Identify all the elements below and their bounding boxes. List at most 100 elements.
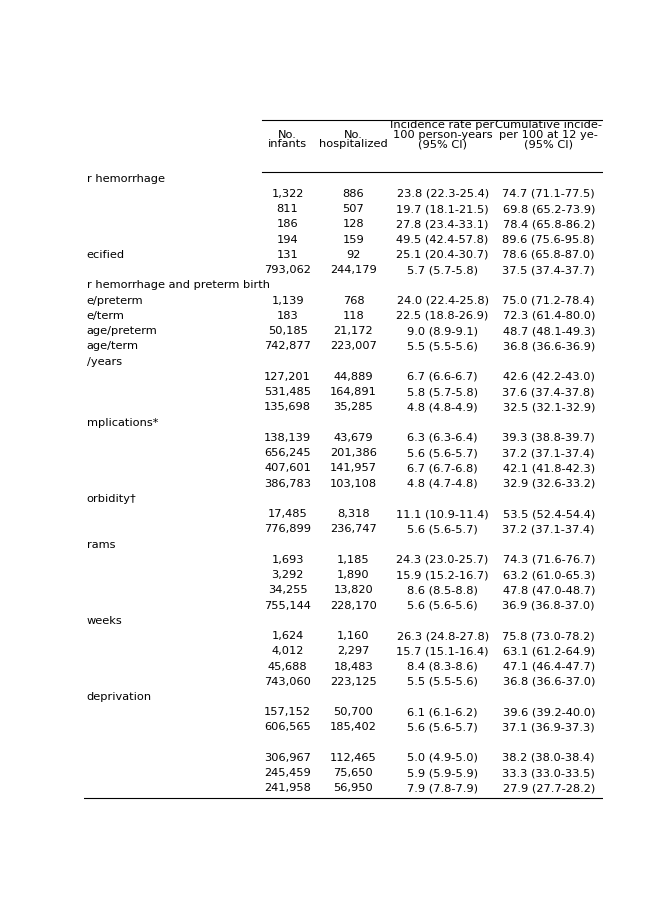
Text: 75.0 (71.2-78.4): 75.0 (71.2-78.4) xyxy=(502,296,595,306)
Text: ecified: ecified xyxy=(87,249,125,260)
Text: 135,698: 135,698 xyxy=(264,402,311,412)
Text: 17,485: 17,485 xyxy=(268,509,308,519)
Text: 7.9 (7.8-7.9): 7.9 (7.8-7.9) xyxy=(407,784,478,794)
Text: 63.1 (61.2-64.9): 63.1 (61.2-64.9) xyxy=(502,646,595,656)
Text: 18,483: 18,483 xyxy=(334,662,373,672)
Text: 5.6 (5.6-5.6): 5.6 (5.6-5.6) xyxy=(407,601,478,611)
Text: 39.6 (39.2-40.0): 39.6 (39.2-40.0) xyxy=(502,707,595,717)
Text: r hemorrhage and preterm birth: r hemorrhage and preterm birth xyxy=(87,280,270,290)
Text: 743,060: 743,060 xyxy=(264,676,311,687)
Text: e/preterm: e/preterm xyxy=(87,296,143,306)
Text: 50,700: 50,700 xyxy=(334,707,373,717)
Text: 5.8 (5.7-5.8): 5.8 (5.7-5.8) xyxy=(407,387,478,397)
Text: 13,820: 13,820 xyxy=(334,585,373,595)
Text: 793,062: 793,062 xyxy=(264,265,311,275)
Text: 38.2 (38.0-38.4): 38.2 (38.0-38.4) xyxy=(502,753,595,763)
Text: 223,125: 223,125 xyxy=(330,676,377,687)
Text: /years: /years xyxy=(87,357,122,367)
Text: 19.7 (18.1-21.5): 19.7 (18.1-21.5) xyxy=(396,204,489,214)
Text: 24.0 (22.4-25.8): 24.0 (22.4-25.8) xyxy=(397,296,488,306)
Text: 33.3 (33.0-33.5): 33.3 (33.0-33.5) xyxy=(502,768,595,778)
Text: 8.4 (8.3-8.6): 8.4 (8.3-8.6) xyxy=(407,662,478,672)
Text: 37.2 (37.1-37.4): 37.2 (37.1-37.4) xyxy=(502,448,595,458)
Text: 112,465: 112,465 xyxy=(330,753,377,763)
Text: 131: 131 xyxy=(277,249,298,260)
Text: 223,007: 223,007 xyxy=(330,341,377,351)
Text: 47.8 (47.0-48.7): 47.8 (47.0-48.7) xyxy=(502,585,595,595)
Text: 50,185: 50,185 xyxy=(267,326,308,336)
Text: 75.8 (73.0-78.2): 75.8 (73.0-78.2) xyxy=(502,631,595,641)
Text: 164,891: 164,891 xyxy=(330,387,377,397)
Text: 48.7 (48.1-49.3): 48.7 (48.1-49.3) xyxy=(502,326,595,336)
Text: 37.2 (37.1-37.4): 37.2 (37.1-37.4) xyxy=(502,524,595,534)
Text: 241,958: 241,958 xyxy=(264,784,311,794)
Text: 32.5 (32.1-32.9): 32.5 (32.1-32.9) xyxy=(502,402,595,412)
Text: 74.3 (71.6-76.7): 74.3 (71.6-76.7) xyxy=(502,554,595,565)
Text: 157,152: 157,152 xyxy=(264,707,311,717)
Text: 5.6 (5.6-5.7): 5.6 (5.6-5.7) xyxy=(407,448,478,458)
Text: 25.1 (20.4-30.7): 25.1 (20.4-30.7) xyxy=(397,249,488,260)
Text: 103,108: 103,108 xyxy=(330,479,377,489)
Text: 4.8 (4.8-4.9): 4.8 (4.8-4.9) xyxy=(407,402,478,412)
Text: 1,185: 1,185 xyxy=(337,554,370,565)
Text: 100 person-years: 100 person-years xyxy=(393,129,492,140)
Text: per 100 at 12 ye-: per 100 at 12 ye- xyxy=(499,129,598,140)
Text: 34,255: 34,255 xyxy=(268,585,308,595)
Text: 194: 194 xyxy=(277,235,298,245)
Text: 8.6 (8.5-8.8): 8.6 (8.5-8.8) xyxy=(407,585,478,595)
Text: 531,485: 531,485 xyxy=(264,387,311,397)
Text: 92: 92 xyxy=(346,249,360,260)
Text: 69.8 (65.2-73.9): 69.8 (65.2-73.9) xyxy=(502,204,595,214)
Text: 37.1 (36.9-37.3): 37.1 (36.9-37.3) xyxy=(502,723,595,733)
Text: 26.3 (24.8-27.8): 26.3 (24.8-27.8) xyxy=(397,631,488,641)
Text: 36.8 (36.6-37.0): 36.8 (36.6-37.0) xyxy=(502,676,595,687)
Text: 183: 183 xyxy=(277,310,298,321)
Text: 127,201: 127,201 xyxy=(264,371,311,382)
Text: 78.4 (65.8-86.2): 78.4 (65.8-86.2) xyxy=(502,219,595,229)
Text: 3,292: 3,292 xyxy=(271,570,304,580)
Text: mplications*: mplications* xyxy=(87,418,158,428)
Text: 159: 159 xyxy=(342,235,364,245)
Text: 776,899: 776,899 xyxy=(264,524,311,534)
Text: 768: 768 xyxy=(342,296,364,306)
Text: 9.0 (8.9-9.1): 9.0 (8.9-9.1) xyxy=(407,326,478,336)
Text: 2,297: 2,297 xyxy=(337,646,370,656)
Text: r hemorrhage: r hemorrhage xyxy=(87,174,165,184)
Text: age/preterm: age/preterm xyxy=(87,326,157,336)
Text: Cumulative incide-: Cumulative incide- xyxy=(495,120,602,129)
Text: 236,747: 236,747 xyxy=(330,524,377,534)
Text: 886: 886 xyxy=(342,188,364,199)
Text: 138,139: 138,139 xyxy=(264,432,311,443)
Text: 742,877: 742,877 xyxy=(264,341,311,351)
Text: 56,950: 56,950 xyxy=(334,784,373,794)
Text: 244,179: 244,179 xyxy=(330,265,377,275)
Text: 1,160: 1,160 xyxy=(337,631,370,641)
Text: 4.8 (4.7-4.8): 4.8 (4.7-4.8) xyxy=(407,479,478,489)
Text: 43,679: 43,679 xyxy=(334,432,373,443)
Text: 15.9 (15.2-16.7): 15.9 (15.2-16.7) xyxy=(397,570,489,580)
Text: 21,172: 21,172 xyxy=(334,326,373,336)
Text: 35,285: 35,285 xyxy=(334,402,373,412)
Text: e/term: e/term xyxy=(87,310,125,321)
Text: 128: 128 xyxy=(342,219,364,229)
Text: 6.1 (6.1-6.2): 6.1 (6.1-6.2) xyxy=(407,707,478,717)
Text: 42.1 (41.8-42.3): 42.1 (41.8-42.3) xyxy=(502,463,595,473)
Text: 11.1 (10.9-11.4): 11.1 (10.9-11.4) xyxy=(396,509,489,519)
Text: 5.9 (5.9-5.9): 5.9 (5.9-5.9) xyxy=(407,768,478,778)
Text: 1,322: 1,322 xyxy=(271,188,304,199)
Text: Incidence rate per: Incidence rate per xyxy=(391,120,494,129)
Text: 32.9 (32.6-33.2): 32.9 (32.6-33.2) xyxy=(502,479,595,489)
Text: 6.7 (6.6-6.7): 6.7 (6.6-6.7) xyxy=(407,371,478,382)
Text: 656,245: 656,245 xyxy=(264,448,311,458)
Text: 5.7 (5.7-5.8): 5.7 (5.7-5.8) xyxy=(407,265,478,275)
Text: 53.5 (52.4-54.4): 53.5 (52.4-54.4) xyxy=(502,509,595,519)
Text: 44,889: 44,889 xyxy=(334,371,373,382)
Text: 228,170: 228,170 xyxy=(330,601,377,611)
Text: 5.0 (4.9-5.0): 5.0 (4.9-5.0) xyxy=(407,753,478,763)
Text: 386,783: 386,783 xyxy=(264,479,311,489)
Text: 45,688: 45,688 xyxy=(268,662,308,672)
Text: 118: 118 xyxy=(342,310,364,321)
Text: 141,957: 141,957 xyxy=(330,463,377,473)
Text: 186: 186 xyxy=(277,219,298,229)
Text: 75,650: 75,650 xyxy=(334,768,373,778)
